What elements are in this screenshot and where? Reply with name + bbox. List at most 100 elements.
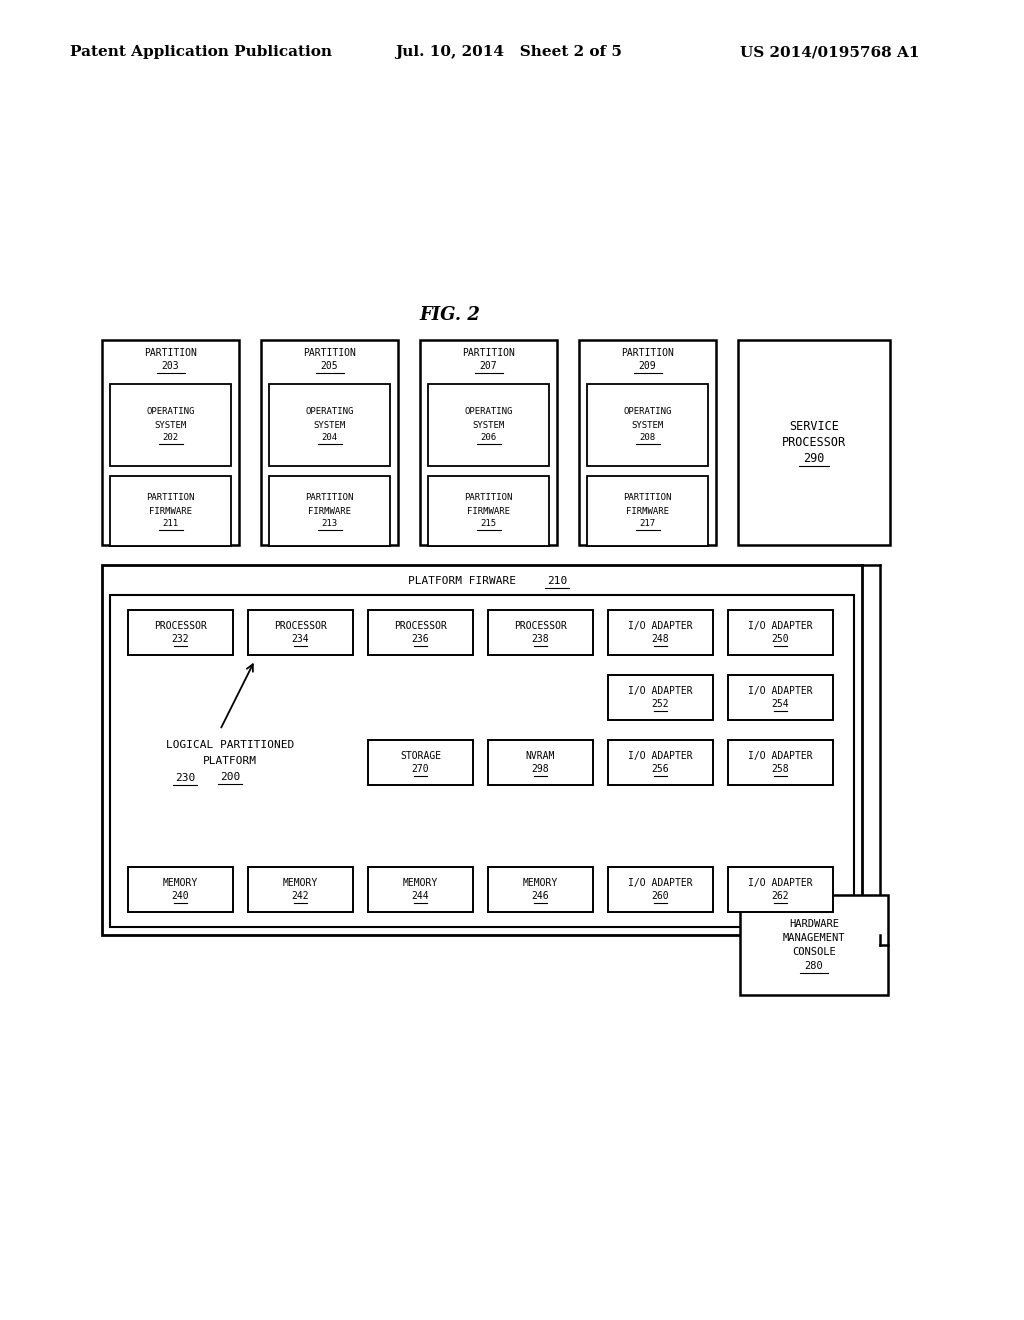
Text: 204: 204	[322, 433, 338, 442]
Bar	[488, 867, 593, 912]
Bar	[248, 610, 353, 655]
Text: OPERATING: OPERATING	[464, 408, 513, 417]
Text: PARTITION: PARTITION	[624, 494, 672, 503]
Text: I/O ADAPTER: I/O ADAPTER	[628, 686, 693, 696]
Bar	[587, 477, 708, 546]
Text: OPERATING: OPERATING	[305, 408, 353, 417]
Text: PROCESSOR: PROCESSOR	[394, 620, 446, 631]
Text: MANAGEMENT: MANAGEMENT	[782, 933, 845, 942]
Text: 210: 210	[547, 576, 567, 586]
Text: PARTITION: PARTITION	[622, 348, 674, 358]
Text: FIRMWARE: FIRMWARE	[626, 507, 669, 516]
Text: 213: 213	[322, 520, 338, 528]
Text: 244: 244	[412, 891, 429, 902]
Text: FIRMWARE: FIRMWARE	[467, 507, 510, 516]
Bar	[128, 867, 233, 912]
Text: 205: 205	[321, 360, 338, 371]
Text: 254: 254	[772, 700, 790, 709]
Text: SYSTEM: SYSTEM	[632, 421, 664, 429]
Text: HARDWARE: HARDWARE	[790, 919, 839, 929]
Text: 238: 238	[531, 634, 549, 644]
Bar	[608, 741, 713, 785]
Text: US 2014/0195768 A1: US 2014/0195768 A1	[740, 45, 920, 59]
Bar	[728, 867, 833, 912]
Text: PARTITION: PARTITION	[146, 494, 195, 503]
Text: 270: 270	[412, 764, 429, 774]
Bar	[728, 610, 833, 655]
Bar	[488, 610, 593, 655]
Text: 234: 234	[292, 634, 309, 644]
Text: 232: 232	[172, 634, 189, 644]
Bar	[608, 675, 713, 719]
Bar	[740, 895, 888, 995]
Text: 280: 280	[805, 961, 823, 972]
Text: PARTITION: PARTITION	[144, 348, 197, 358]
Text: OPERATING: OPERATING	[146, 408, 195, 417]
Text: PROCESSOR: PROCESSOR	[154, 620, 207, 631]
Bar	[368, 610, 473, 655]
Text: SYSTEM: SYSTEM	[155, 421, 186, 429]
Text: I/O ADAPTER: I/O ADAPTER	[749, 686, 813, 696]
Text: I/O ADAPTER: I/O ADAPTER	[749, 751, 813, 762]
Text: 203: 203	[162, 360, 179, 371]
Bar	[428, 384, 549, 466]
Text: OPERATING: OPERATING	[624, 408, 672, 417]
Text: 248: 248	[651, 634, 670, 644]
Text: 200: 200	[220, 772, 240, 781]
Bar	[269, 384, 390, 466]
Text: NVRAM: NVRAM	[525, 751, 555, 762]
Text: PROCESSOR: PROCESSOR	[514, 620, 567, 631]
Text: 242: 242	[292, 891, 309, 902]
Text: 217: 217	[639, 520, 655, 528]
Text: MEMORY: MEMORY	[163, 878, 198, 888]
Text: 260: 260	[651, 891, 670, 902]
Text: 208: 208	[639, 433, 655, 442]
Text: Patent Application Publication: Patent Application Publication	[70, 45, 332, 59]
Text: I/O ADAPTER: I/O ADAPTER	[749, 620, 813, 631]
Text: Jul. 10, 2014   Sheet 2 of 5: Jul. 10, 2014 Sheet 2 of 5	[395, 45, 622, 59]
Bar	[728, 675, 833, 719]
Text: CONSOLE: CONSOLE	[793, 946, 836, 957]
Text: MEMORY: MEMORY	[523, 878, 558, 888]
Text: PLATFORM FIRWARE: PLATFORM FIRWARE	[408, 576, 516, 586]
Bar	[608, 610, 713, 655]
Text: 290: 290	[803, 451, 824, 465]
Text: FIRMWARE: FIRMWARE	[308, 507, 351, 516]
Bar	[428, 477, 549, 546]
Text: 250: 250	[772, 634, 790, 644]
Text: 256: 256	[651, 764, 670, 774]
Bar	[261, 341, 398, 545]
Bar	[728, 741, 833, 785]
Bar	[579, 341, 716, 545]
Text: LOGICAL PARTITIONED: LOGICAL PARTITIONED	[166, 741, 294, 750]
Bar	[110, 384, 231, 466]
Bar	[587, 384, 708, 466]
Text: PARTITION: PARTITION	[464, 494, 513, 503]
Text: PARTITION: PARTITION	[303, 348, 356, 358]
Text: 207: 207	[479, 360, 498, 371]
Bar	[248, 867, 353, 912]
Bar	[128, 610, 233, 655]
Text: PROCESSOR: PROCESSOR	[274, 620, 327, 631]
Text: SERVICE: SERVICE	[790, 420, 839, 433]
Bar	[420, 341, 557, 545]
Text: MEMORY: MEMORY	[402, 878, 438, 888]
Text: PROCESSOR: PROCESSOR	[782, 436, 846, 449]
Text: SYSTEM: SYSTEM	[472, 421, 505, 429]
Text: I/O ADAPTER: I/O ADAPTER	[749, 878, 813, 888]
Text: 209: 209	[639, 360, 656, 371]
Text: 240: 240	[172, 891, 189, 902]
Bar	[110, 477, 231, 546]
Text: PLATFORM: PLATFORM	[203, 756, 257, 766]
Text: 236: 236	[412, 634, 429, 644]
Text: PARTITION: PARTITION	[305, 494, 353, 503]
Text: PARTITION: PARTITION	[462, 348, 515, 358]
Bar	[738, 341, 890, 545]
Bar	[368, 867, 473, 912]
Bar	[488, 741, 593, 785]
Text: 262: 262	[772, 891, 790, 902]
Text: FIG. 2: FIG. 2	[420, 306, 480, 323]
Bar	[368, 741, 473, 785]
Bar	[102, 341, 239, 545]
Text: 202: 202	[163, 433, 178, 442]
